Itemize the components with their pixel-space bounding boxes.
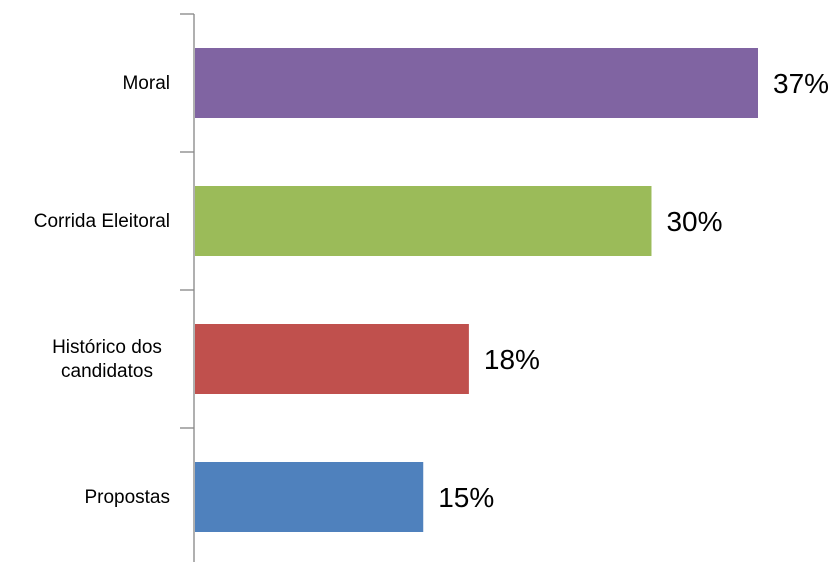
label-layer: 37% Moral 30% Corrida Eleitoral 18% Histórico… <box>34 68 829 513</box>
category-label: Moral <box>122 73 170 94</box>
category-label-line: candidatos <box>61 361 153 382</box>
data-label: 18% <box>484 344 540 375</box>
bar-moral <box>195 48 758 118</box>
data-label: 37% <box>773 68 829 99</box>
category-label-line: Corrida Eleitoral <box>34 211 170 232</box>
axis-layer <box>180 13 195 562</box>
bar-corrida-eleitoral <box>195 186 652 256</box>
category-label: Histórico dos candidatos <box>52 337 162 382</box>
bar-layer <box>195 48 758 532</box>
category-label-line: Histórico dos <box>52 337 162 358</box>
category-label: Corrida Eleitoral <box>34 211 170 232</box>
category-label-line: Moral <box>122 73 170 94</box>
category-label-line: Propostas <box>84 487 170 508</box>
data-label: 15% <box>438 482 494 513</box>
category-label: Propostas <box>84 487 170 508</box>
bar-hist-rico-dos-candidatos <box>195 324 469 394</box>
data-label: 30% <box>666 206 722 237</box>
bar-propostas <box>195 462 424 532</box>
